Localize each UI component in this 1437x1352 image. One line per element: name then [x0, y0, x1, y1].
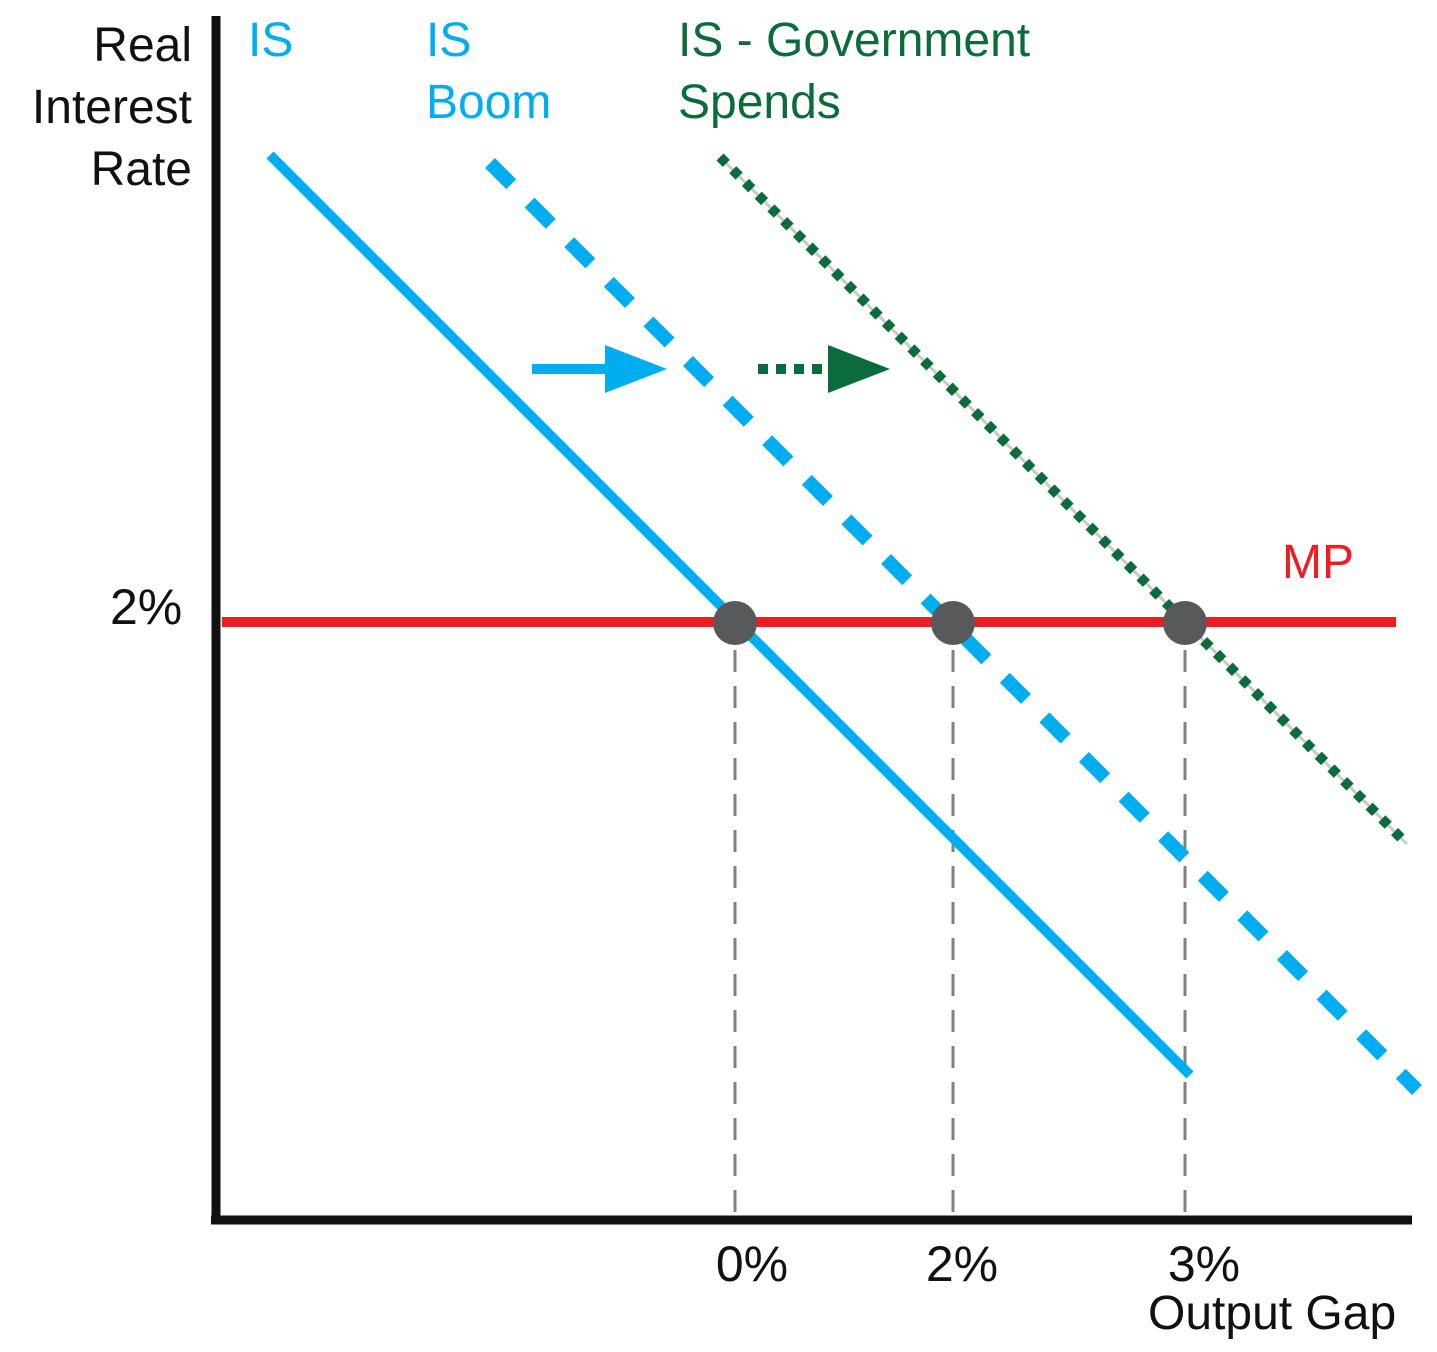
x-axis-label: Output Gap — [1148, 1287, 1397, 1340]
shift-arrow-boom-head — [605, 345, 667, 393]
x-tick-label-3pct: 3% — [1167, 1236, 1241, 1292]
shift-arrow-gov-head — [828, 345, 890, 393]
is-gov-series-label: IS - Government Spends — [678, 14, 1031, 129]
y-axis-label: Real Interest Rate — [31, 19, 192, 196]
is-boom-series-label: IS Boom — [426, 14, 552, 129]
is-series-label: IS — [248, 14, 294, 67]
mp-series-label: MP — [1282, 536, 1354, 589]
equilibrium-point-2pct — [931, 601, 975, 645]
y-tick-label-2pct: 2% — [110, 579, 183, 635]
x-tick-label-0pct: 0% — [715, 1236, 789, 1292]
equilibrium-point-0pct — [713, 601, 757, 645]
is-gov-curve-track — [718, 155, 1409, 846]
is-boom-curve — [485, 158, 1422, 1095]
equilibrium-point-3pct — [1163, 601, 1207, 645]
x-tick-label-2pct: 2% — [925, 1236, 999, 1292]
